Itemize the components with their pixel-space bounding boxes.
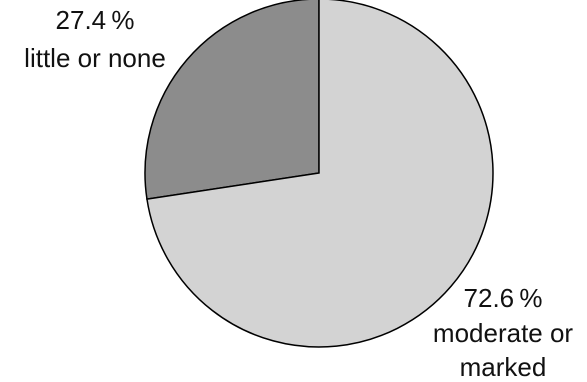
pie-slice-little-or-none	[144, 0, 320, 200]
pie-slices	[144, 0, 494, 348]
slice-category-label-moderate-or-marked-line2: marked	[460, 352, 547, 382]
slice-value-label-moderate-or-marked: 72.6 %	[464, 283, 543, 313]
slice-value-label-little-or-none: 27.4 %	[56, 5, 135, 35]
pie-slice-moderate-or-marked	[146, 0, 494, 348]
slice-category-label-little-or-none: little or none	[24, 43, 166, 73]
slice-category-label-moderate-or-marked-line1: moderate or	[433, 318, 574, 348]
